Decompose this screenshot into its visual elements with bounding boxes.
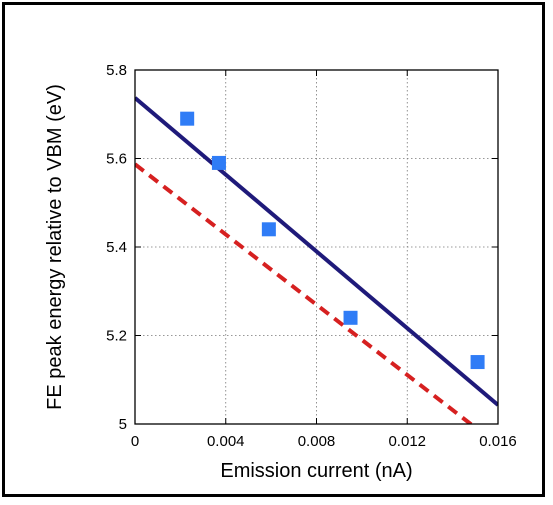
y-tick-label: 5.4 [106, 239, 127, 256]
data-point-square [211, 155, 226, 170]
x-tick-label: 0.016 [479, 433, 517, 450]
chart-frame: 0 0.004 0.008 0.012 0.016 5 5.2 5.4 5.6 5.8 Emiss… [2, 2, 545, 497]
y-tick-label: 5.6 [106, 151, 127, 168]
data-point-square [470, 355, 485, 370]
grid [135, 70, 498, 424]
y-tick-label: 5 [119, 416, 127, 433]
data-point-square [180, 111, 195, 126]
data-point-square [343, 310, 358, 325]
x-tick-label: 0.012 [388, 433, 426, 450]
y-tick-label: 5.8 [106, 62, 127, 79]
dashed-fit-line [135, 162, 474, 424]
x-tick-label: 0.004 [207, 433, 245, 450]
x-axis-title: Emission current (nA) [220, 460, 412, 482]
y-tick-label: 5.2 [106, 328, 127, 345]
data-point-square [261, 222, 276, 237]
y-axis-title: FE peak energy relative to VBM (eV) [44, 84, 66, 410]
x-tick-label: 0 [131, 433, 139, 450]
x-tick-label: 0.008 [298, 433, 336, 450]
chart-svg: 0 0.004 0.008 0.012 0.016 5 5.2 5.4 5.6 5.8 Emiss… [44, 62, 517, 482]
solid-fit-line [135, 96, 498, 407]
